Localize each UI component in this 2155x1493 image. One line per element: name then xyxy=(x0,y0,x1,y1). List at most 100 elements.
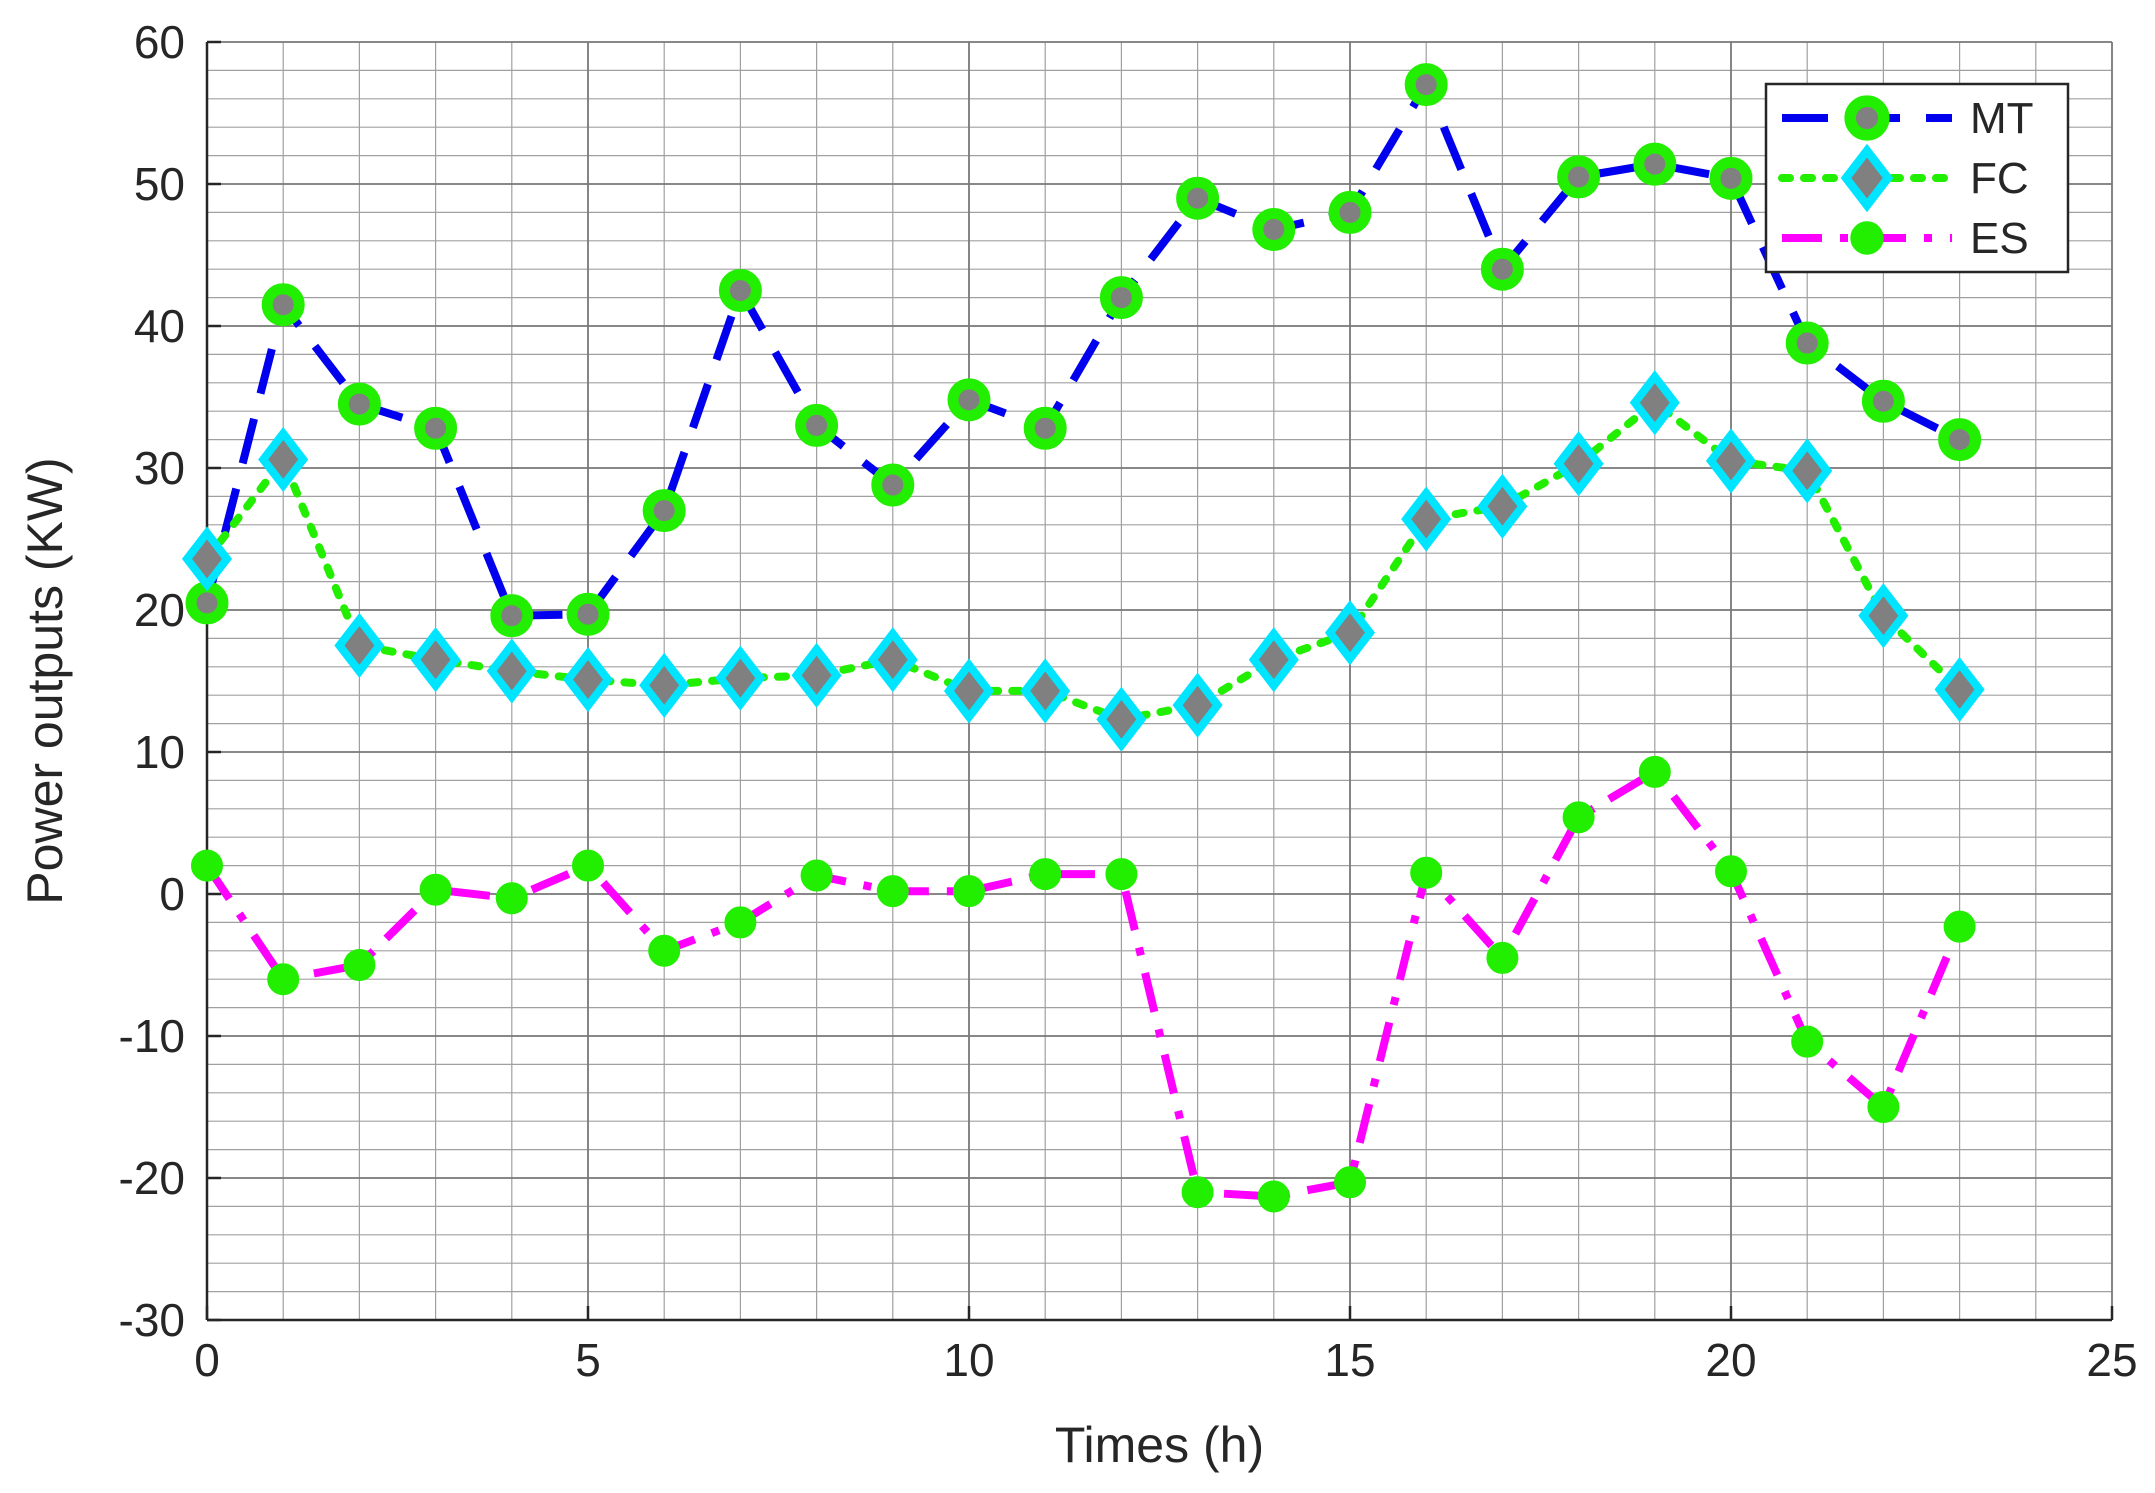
data-point-fc xyxy=(1477,473,1528,539)
data-point-fc xyxy=(410,627,461,693)
data-point-mt xyxy=(490,594,534,638)
axes xyxy=(205,42,2112,1322)
data-point-fc xyxy=(1020,658,1071,724)
data-point-mt xyxy=(1480,247,1524,291)
legend-label-mt: MT xyxy=(1970,94,2034,143)
data-point-fc xyxy=(1096,686,1147,752)
data-point-mt xyxy=(185,581,229,625)
data-point-es xyxy=(267,963,300,996)
data-point-es xyxy=(495,882,528,915)
data-point-es xyxy=(1257,1180,1290,1213)
data-point-es xyxy=(572,849,604,882)
data-point-fc xyxy=(943,658,995,724)
data-point-es xyxy=(1486,941,1519,974)
data-point-fc xyxy=(639,652,690,718)
x-axis-ticks: 0 5 10 15 20 25 xyxy=(194,1306,2138,1386)
data-point-fc xyxy=(258,426,309,493)
data-point-mt xyxy=(1861,379,1905,423)
data-point-fc xyxy=(867,627,918,693)
data-point-fc xyxy=(715,645,766,711)
data-point-es xyxy=(800,859,833,892)
data-point-fc xyxy=(1782,438,1833,504)
y-axis-ticks: -30 -20 -10 0 10 20 30 40 50 60 xyxy=(119,16,221,1346)
y-tick-label: -30 xyxy=(119,1294,185,1346)
data-point-fc xyxy=(1858,583,1909,649)
data-point-mt xyxy=(1328,190,1372,234)
data-point-fc xyxy=(1629,370,1680,436)
data-point-es xyxy=(1791,1025,1824,1058)
data-point-mt xyxy=(1633,142,1677,186)
legend: MT FC ES xyxy=(1764,82,2070,274)
data-point-mt xyxy=(1176,176,1220,220)
data-point-es xyxy=(419,873,452,906)
data-point-fc xyxy=(1934,656,1985,723)
data-point-es xyxy=(1562,801,1595,834)
data-point-mt xyxy=(337,382,381,426)
data-point-fc xyxy=(181,526,233,592)
data-point-es xyxy=(1638,755,1671,788)
data-point-fc xyxy=(1248,627,1299,693)
x-tick-label: 0 xyxy=(194,1334,220,1386)
data-point-mt xyxy=(414,406,458,450)
data-point-es xyxy=(1029,858,1062,891)
y-tick-label: 10 xyxy=(134,726,185,778)
y-axis-label: Power outputs (KW) xyxy=(17,457,73,904)
data-point-mt xyxy=(1709,156,1753,200)
y-tick-label: 0 xyxy=(159,868,185,920)
legend-marker-es xyxy=(1850,221,1884,255)
data-point-es xyxy=(953,875,985,908)
data-point-mt xyxy=(1099,276,1143,320)
series-line-es xyxy=(203,767,1964,1201)
data-point-es xyxy=(1181,1176,1214,1209)
legend-marker-mt xyxy=(1844,95,1890,141)
x-tick-label: 25 xyxy=(2086,1334,2137,1386)
data-point-mt xyxy=(871,463,915,507)
data-point-mt xyxy=(566,592,610,636)
data-point-es xyxy=(343,949,376,981)
y-tick-label: 30 xyxy=(134,442,185,494)
data-point-mt xyxy=(1404,63,1448,107)
data-point-mt xyxy=(795,403,839,447)
data-point-mt xyxy=(1938,418,1982,462)
data-point-es xyxy=(1943,910,1976,943)
data-point-es xyxy=(876,875,909,908)
y-tick-label: -10 xyxy=(119,1010,185,1062)
y-tick-label: -20 xyxy=(119,1152,185,1204)
x-tick-label: 10 xyxy=(943,1334,994,1386)
data-point-mt xyxy=(261,283,305,327)
legend-label-fc: FC xyxy=(1970,154,2029,203)
data-point-fc xyxy=(562,647,614,713)
series-markers xyxy=(181,63,1985,1213)
data-point-es xyxy=(724,906,757,939)
data-point-fc xyxy=(1705,428,1757,494)
data-point-mt xyxy=(1557,155,1601,199)
data-point-es xyxy=(1105,858,1138,891)
data-point-es xyxy=(1715,855,1747,888)
data-point-fc xyxy=(1172,672,1223,738)
y-tick-label: 40 xyxy=(134,300,185,352)
data-point-fc xyxy=(1401,486,1452,552)
data-point-es xyxy=(191,849,223,882)
data-point-fc xyxy=(486,638,537,704)
data-point-mt xyxy=(718,269,762,312)
data-point-mt xyxy=(1023,406,1067,450)
x-tick-label: 20 xyxy=(1705,1334,1756,1386)
data-point-mt xyxy=(1785,321,1829,365)
data-point-mt xyxy=(642,489,686,533)
x-axis-label: Times (h) xyxy=(1055,1417,1264,1473)
data-point-es xyxy=(1334,1166,1366,1199)
data-point-fc xyxy=(1553,431,1604,497)
x-tick-label: 15 xyxy=(1324,1334,1375,1386)
data-point-es xyxy=(1410,856,1443,889)
data-point-es xyxy=(648,934,681,967)
y-tick-label: 60 xyxy=(134,16,185,68)
legend-label-es: ES xyxy=(1970,214,2029,263)
data-point-es xyxy=(1867,1091,1900,1123)
data-point-mt xyxy=(947,378,991,422)
y-tick-label: 50 xyxy=(134,158,185,210)
data-point-fc xyxy=(1324,600,1376,666)
y-tick-label: 20 xyxy=(134,584,185,636)
x-tick-label: 5 xyxy=(575,1334,601,1386)
